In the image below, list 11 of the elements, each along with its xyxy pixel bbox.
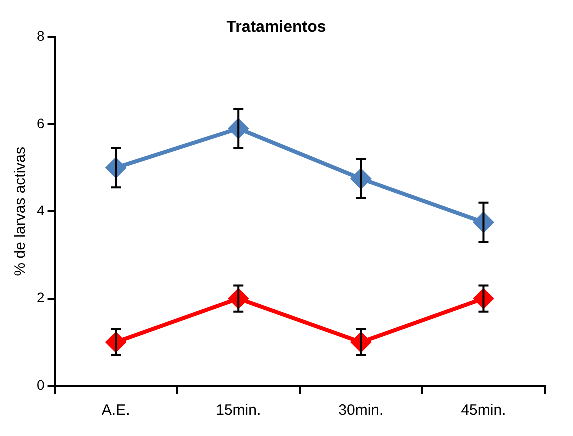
y-tick-label: 2 <box>36 290 45 306</box>
chart-title: Tratamientos <box>226 19 326 36</box>
y-tick-label: 8 <box>36 28 45 44</box>
x-tick-label: 15min. <box>216 402 262 420</box>
x-tick-label: 45min. <box>461 402 506 420</box>
x-tick-label: A.E. <box>102 402 130 420</box>
y-tick-label: 4 <box>36 202 45 218</box>
x-tick-label: 30min. <box>338 402 384 420</box>
y-tick-label: 6 <box>36 115 45 132</box>
y-tick-label: 0 <box>36 376 45 393</box>
y-axis-title: % de larvas activas <box>12 146 30 276</box>
